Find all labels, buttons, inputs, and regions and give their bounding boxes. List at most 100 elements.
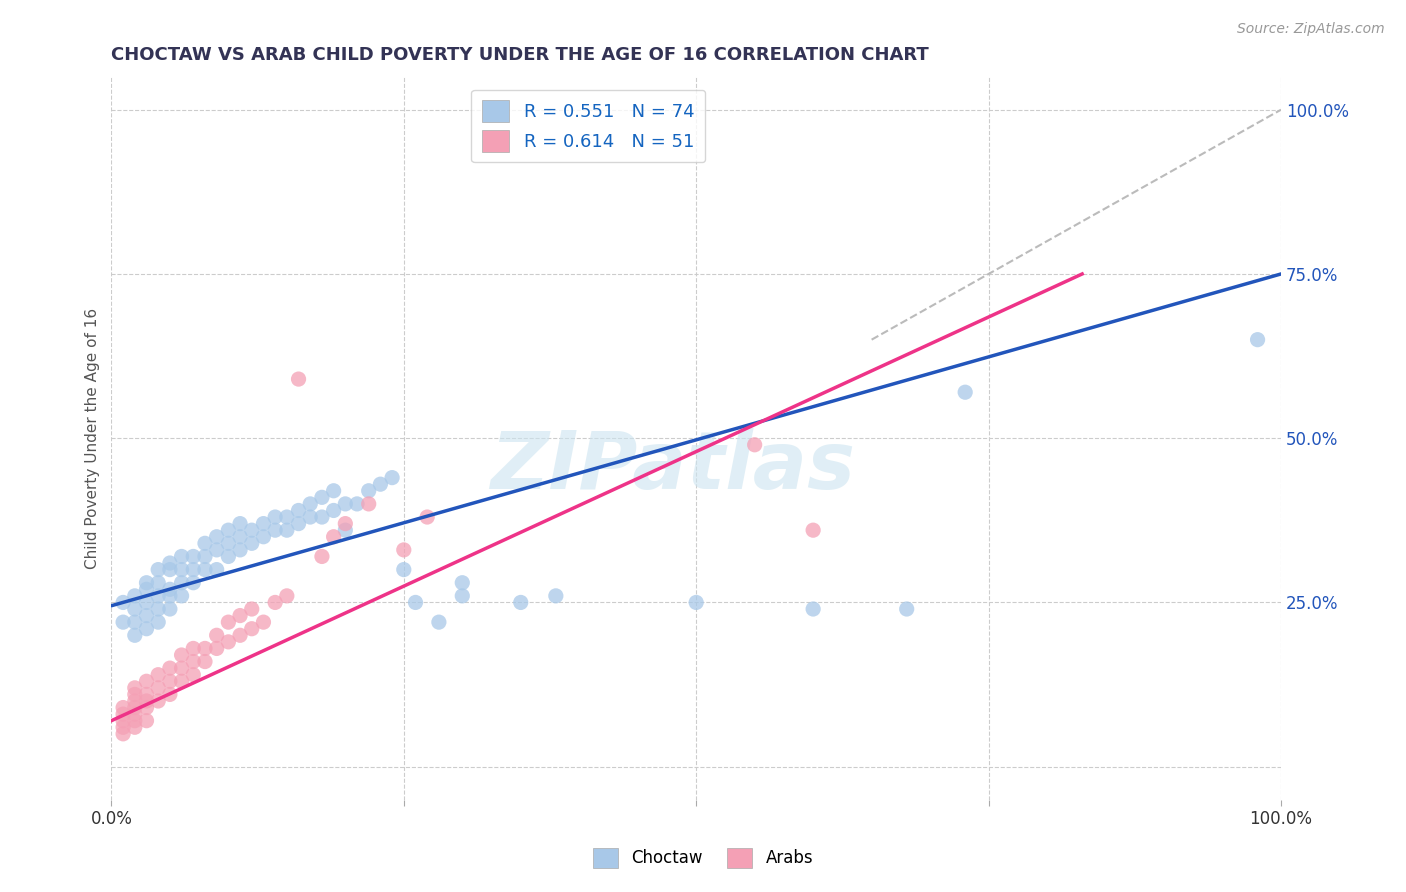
- Point: [135, 595, 157, 609]
- Point: [148, 681, 170, 695]
- Point: [159, 602, 181, 616]
- Point: [252, 516, 274, 531]
- Point: [148, 667, 170, 681]
- Point: [229, 628, 252, 642]
- Point: [405, 595, 427, 609]
- Point: [148, 589, 170, 603]
- Point: [264, 523, 287, 537]
- Point: [135, 608, 157, 623]
- Point: [276, 523, 298, 537]
- Point: [229, 608, 252, 623]
- Point: [240, 622, 263, 636]
- Point: [112, 615, 135, 629]
- Point: [112, 720, 135, 734]
- Point: [264, 595, 287, 609]
- Point: [148, 563, 170, 577]
- Point: [381, 470, 404, 484]
- Point: [509, 595, 531, 609]
- Point: [953, 385, 976, 400]
- Point: [311, 491, 333, 505]
- Point: [194, 641, 217, 656]
- Point: [229, 530, 252, 544]
- Point: [205, 641, 228, 656]
- Point: [181, 563, 204, 577]
- Point: [112, 714, 135, 728]
- Point: [194, 563, 217, 577]
- Point: [299, 497, 322, 511]
- Point: [194, 536, 217, 550]
- Point: [194, 655, 217, 669]
- Point: [264, 510, 287, 524]
- Point: [112, 727, 135, 741]
- Point: [229, 516, 252, 531]
- Point: [311, 510, 333, 524]
- Point: [392, 563, 415, 577]
- Point: [159, 674, 181, 689]
- Point: [416, 510, 439, 524]
- Point: [357, 483, 380, 498]
- Point: [427, 615, 450, 629]
- Point: [229, 542, 252, 557]
- Point: [124, 615, 146, 629]
- Point: [801, 523, 824, 537]
- Point: [1246, 333, 1268, 347]
- Point: [124, 720, 146, 734]
- Point: [205, 563, 228, 577]
- Point: [135, 674, 157, 689]
- Point: [170, 549, 193, 564]
- Point: [287, 516, 309, 531]
- Point: [322, 503, 344, 517]
- Point: [135, 575, 157, 590]
- Point: [170, 648, 193, 662]
- Legend: R = 0.551   N = 74, R = 0.614   N = 51: R = 0.551 N = 74, R = 0.614 N = 51: [471, 89, 706, 162]
- Point: [205, 530, 228, 544]
- Point: [287, 372, 309, 386]
- Point: [112, 707, 135, 722]
- Point: [124, 681, 146, 695]
- Point: [181, 641, 204, 656]
- Point: [252, 615, 274, 629]
- Point: [159, 661, 181, 675]
- Point: [112, 700, 135, 714]
- Point: [135, 714, 157, 728]
- Point: [124, 687, 146, 701]
- Point: [299, 510, 322, 524]
- Point: [135, 700, 157, 714]
- Point: [252, 530, 274, 544]
- Point: [181, 655, 204, 669]
- Point: [124, 700, 146, 714]
- Point: [159, 589, 181, 603]
- Point: [217, 523, 239, 537]
- Point: [148, 615, 170, 629]
- Point: [896, 602, 918, 616]
- Point: [335, 516, 357, 531]
- Point: [392, 542, 415, 557]
- Point: [148, 602, 170, 616]
- Text: CHOCTAW VS ARAB CHILD POVERTY UNDER THE AGE OF 16 CORRELATION CHART: CHOCTAW VS ARAB CHILD POVERTY UNDER THE …: [111, 46, 929, 64]
- Point: [217, 615, 239, 629]
- Point: [240, 602, 263, 616]
- Point: [276, 510, 298, 524]
- Point: [357, 497, 380, 511]
- Point: [159, 563, 181, 577]
- Point: [170, 674, 193, 689]
- Text: Source: ZipAtlas.com: Source: ZipAtlas.com: [1237, 22, 1385, 37]
- Point: [744, 438, 766, 452]
- Point: [451, 589, 474, 603]
- Point: [217, 549, 239, 564]
- Point: [287, 503, 309, 517]
- Point: [311, 549, 333, 564]
- Point: [322, 530, 344, 544]
- Text: ZIPatlas: ZIPatlas: [491, 428, 855, 506]
- Point: [181, 549, 204, 564]
- Point: [205, 542, 228, 557]
- Point: [148, 575, 170, 590]
- Point: [685, 595, 707, 609]
- Point: [335, 523, 357, 537]
- Point: [170, 575, 193, 590]
- Point: [205, 628, 228, 642]
- Point: [276, 589, 298, 603]
- Point: [159, 687, 181, 701]
- Point: [159, 556, 181, 570]
- Y-axis label: Child Poverty Under the Age of 16: Child Poverty Under the Age of 16: [86, 308, 100, 569]
